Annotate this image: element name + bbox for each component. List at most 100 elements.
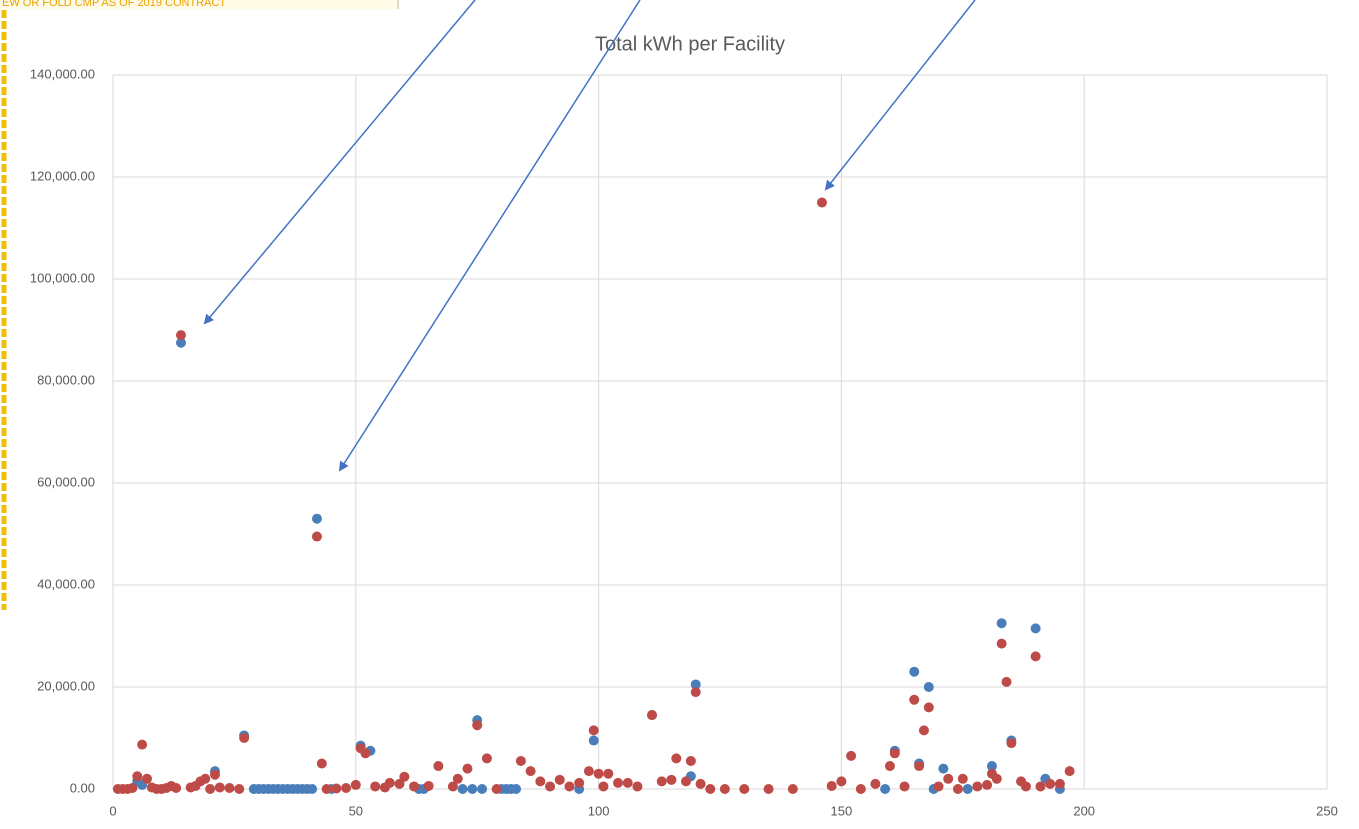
point — [816, 197, 827, 208]
point — [647, 710, 658, 721]
point — [909, 694, 920, 705]
point — [409, 781, 420, 792]
y-tick-label: 100,000.00 — [30, 270, 95, 285]
point — [705, 784, 716, 794]
point — [477, 784, 488, 794]
point — [880, 784, 891, 794]
point — [957, 773, 968, 784]
point — [209, 769, 220, 780]
point — [491, 784, 502, 794]
arrow — [338, 0, 641, 472]
x-tick-label: 150 — [831, 803, 853, 818]
point — [554, 774, 565, 785]
point — [1001, 676, 1012, 687]
sheet-header-cell — [0, 0, 400, 9]
point — [613, 777, 624, 788]
point — [938, 763, 949, 774]
point — [214, 782, 225, 793]
point — [224, 782, 235, 793]
point — [341, 782, 352, 793]
point — [481, 753, 492, 764]
y-tick-label: 40,000.00 — [37, 576, 95, 591]
point — [899, 781, 910, 792]
point — [175, 337, 186, 348]
point — [870, 778, 881, 789]
point — [826, 780, 837, 791]
point — [622, 777, 633, 788]
point — [1006, 738, 1017, 749]
point — [311, 513, 322, 524]
point — [681, 776, 692, 787]
point — [311, 531, 322, 542]
point — [593, 768, 604, 779]
point — [846, 750, 857, 761]
y-tick-label: 20,000.00 — [37, 678, 95, 693]
point — [986, 761, 997, 772]
y-tick-label: 140,000.00 — [30, 66, 95, 81]
point — [399, 771, 410, 782]
point — [321, 784, 332, 794]
point — [384, 777, 395, 788]
point — [763, 784, 774, 794]
sheet-header-text: EW OR FOLD CMP AS OF 2019 CONTRACT — [2, 0, 226, 9]
point — [603, 768, 614, 779]
point — [515, 755, 526, 766]
point — [588, 725, 599, 736]
point — [836, 776, 847, 787]
y-tick-label: 80,000.00 — [37, 372, 95, 387]
point — [996, 638, 1007, 649]
point — [690, 687, 701, 698]
point — [370, 781, 381, 792]
point — [137, 739, 148, 750]
point — [889, 748, 900, 759]
annotation-arrows — [203, 0, 976, 472]
chart-title: Total kWh per Facility — [595, 33, 785, 55]
point — [1030, 651, 1041, 662]
point — [132, 771, 143, 782]
point — [598, 781, 609, 792]
point — [671, 753, 682, 764]
x-tick-label: 250 — [1316, 803, 1338, 818]
point — [452, 773, 463, 784]
point — [175, 330, 186, 341]
point — [545, 781, 556, 792]
point — [996, 618, 1007, 629]
point — [690, 679, 701, 690]
point — [914, 761, 925, 772]
point — [787, 784, 798, 794]
point — [685, 755, 696, 766]
point — [457, 784, 468, 794]
point — [433, 761, 444, 772]
point — [719, 784, 730, 794]
point — [423, 780, 434, 791]
point — [909, 666, 920, 677]
x-tick-label: 200 — [1073, 803, 1095, 818]
point — [564, 781, 575, 792]
point — [462, 763, 473, 774]
arrow — [203, 0, 476, 325]
point — [1045, 778, 1056, 789]
point — [656, 776, 667, 787]
y-tick-label: 60,000.00 — [37, 474, 95, 489]
point — [350, 779, 361, 790]
point — [943, 773, 954, 784]
point — [511, 784, 522, 794]
x-tick-label: 100 — [588, 803, 610, 818]
point — [467, 784, 478, 794]
point — [234, 784, 245, 794]
point — [307, 784, 318, 794]
point — [918, 725, 929, 736]
point — [884, 761, 895, 772]
plot — [112, 197, 1075, 794]
point — [535, 776, 546, 787]
point — [171, 782, 182, 793]
point — [200, 773, 211, 784]
point — [583, 766, 594, 777]
point — [695, 778, 706, 789]
point — [394, 778, 405, 789]
y-tick-label: 0.00 — [70, 780, 95, 795]
grid: 0.00 20,000.00 40,000.00 60,000.00 80,000.00… — [30, 66, 1338, 818]
point — [933, 781, 944, 792]
point — [472, 720, 483, 731]
point — [952, 784, 963, 794]
